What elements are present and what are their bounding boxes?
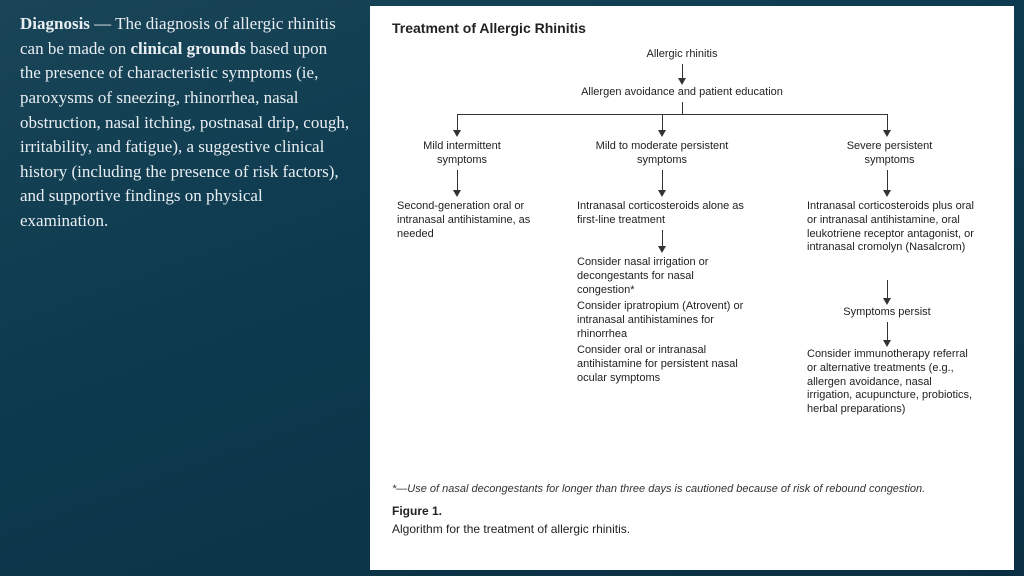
node-root: Allergic rhinitis <box>602 48 762 62</box>
edge <box>457 114 887 115</box>
chart-title: Treatment of Allergic Rhinitis <box>392 20 996 36</box>
arrow-icon <box>883 340 891 347</box>
node-branch-c-persist: Symptoms persist <box>822 306 952 320</box>
arrow-icon <box>453 190 461 197</box>
diagnosis-heading: Diagnosis <box>20 14 90 33</box>
arrow-icon <box>658 190 666 197</box>
node-branch-b-rx4: Consider oral or intranasal antihistamin… <box>577 344 752 385</box>
flowchart-panel: Treatment of Allergic Rhinitis Allergic … <box>370 6 1014 570</box>
edge <box>887 280 888 298</box>
edge <box>662 230 663 246</box>
edge <box>457 114 458 130</box>
node-branch-c-rx1: Intranasal corticosteroids plus oral or … <box>807 200 977 255</box>
node-branch-b-rx1: Intranasal corticosteroids alone as firs… <box>577 200 752 228</box>
node-branch-b-label: Mild to moderate persistent symptoms <box>587 140 737 168</box>
figure-caption: Algorithm for the treatment of allergic … <box>392 522 996 536</box>
chart-footnote: *—Use of nasal decongestants for longer … <box>392 482 996 496</box>
edge <box>682 64 683 78</box>
flowchart: Allergic rhinitis Allergen avoidance and… <box>392 48 996 478</box>
node-branch-a-label: Mild intermittent symptoms <box>397 140 527 168</box>
edge <box>662 114 663 130</box>
node-branch-b-rx2: Consider nasal irrigation or decongestan… <box>577 256 752 297</box>
node-branch-c-label: Severe persistent symptoms <box>822 140 957 168</box>
node-branch-c-rx2: Consider immunotherapy referral or alter… <box>807 348 977 417</box>
arrow-icon <box>658 246 666 253</box>
edge <box>887 114 888 130</box>
edge <box>682 102 683 114</box>
edge <box>662 170 663 190</box>
edge <box>887 170 888 190</box>
arrow-icon <box>453 130 461 137</box>
arrow-icon <box>658 130 666 137</box>
diagnosis-paragraph: Diagnosis — The diagnosis of allergic rh… <box>20 12 352 234</box>
edge <box>457 170 458 190</box>
edge <box>887 322 888 340</box>
node-branch-b-rx3: Consider ipratropium (Atrovent) or intra… <box>577 300 752 341</box>
figure-label: Figure 1. <box>392 504 996 518</box>
arrow-icon <box>883 190 891 197</box>
arrow-icon <box>883 298 891 305</box>
node-branch-a-rx: Second-generation oral or intranasal ant… <box>397 200 542 241</box>
diagnosis-text-panel: Diagnosis — The diagnosis of allergic rh… <box>0 0 370 576</box>
clinical-grounds: clinical grounds <box>130 39 245 58</box>
node-step2: Allergen avoidance and patient education <box>552 86 812 100</box>
arrow-icon <box>678 78 686 85</box>
arrow-icon <box>883 130 891 137</box>
